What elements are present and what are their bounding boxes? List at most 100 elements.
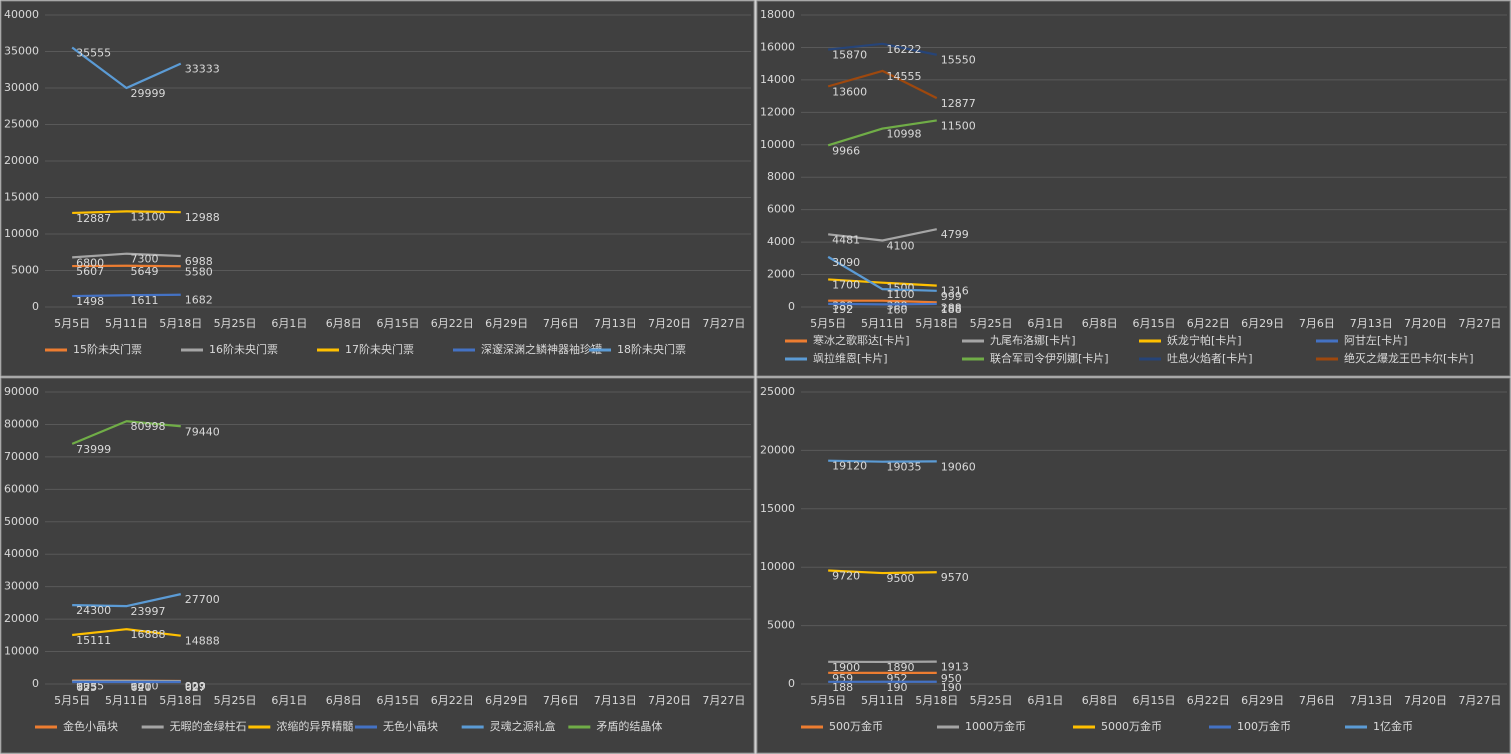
data-label: 620 (130, 681, 151, 694)
data-label: 16222 (886, 43, 921, 56)
legend-label: 矛盾的结晶体 (596, 719, 662, 733)
x-tick-label: 7月6日 (543, 694, 579, 707)
y-tick-label: 12000 (760, 105, 795, 118)
x-tick-label: 6月8日 (1082, 317, 1118, 330)
x-tick-label: 7月27日 (702, 317, 745, 330)
series-line (71, 46, 182, 90)
x-tick-label: 7月20日 (1404, 317, 1447, 330)
y-tick-label: 20000 (760, 443, 795, 456)
panel (756, 0, 1511, 377)
data-label: 11500 (941, 119, 976, 132)
y-tick-label: 70000 (4, 450, 39, 463)
series-line (827, 69, 938, 100)
x-tick-label: 7月13日 (1350, 694, 1393, 707)
data-label: 1498 (76, 295, 104, 308)
y-tick-label: 10000 (760, 560, 795, 573)
data-label: 4100 (886, 239, 914, 252)
series-line (72, 628, 181, 637)
x-tick-label: 5月25日 (970, 317, 1013, 330)
data-label: 27700 (185, 593, 220, 606)
data-label: 10998 (886, 128, 921, 141)
data-label: 24300 (76, 604, 111, 617)
legend-label: 1000万金币 (965, 719, 1026, 733)
x-tick-label: 7月27日 (702, 694, 745, 707)
y-tick-label: 40000 (4, 8, 39, 21)
legend-label: 金色小晶块 (63, 719, 118, 733)
data-label: 15870 (832, 49, 867, 62)
data-label: 935 (76, 680, 97, 693)
x-tick-label: 6月29日 (485, 317, 528, 330)
data-label: 33333 (185, 63, 220, 76)
data-label: 188 (832, 681, 853, 694)
data-label: 160 (886, 303, 907, 316)
x-tick-label: 5月5日 (810, 694, 846, 707)
data-label: 909 (185, 680, 206, 693)
data-label: 950 (941, 672, 962, 685)
y-tick-label: 0 (32, 300, 39, 313)
x-tick-label: 6月1日 (271, 694, 307, 707)
x-tick-label: 6月8日 (1082, 694, 1118, 707)
panel (0, 377, 755, 754)
x-tick-label: 6月22日 (1187, 317, 1230, 330)
data-label: 5649 (130, 265, 158, 278)
data-label: 929 (185, 680, 206, 693)
x-tick-label: 6月22日 (1187, 694, 1230, 707)
x-tick-label: 6月15日 (1133, 317, 1176, 330)
x-tick-label: 6月29日 (485, 694, 528, 707)
legend-label: 15阶未央门票 (73, 342, 142, 356)
data-label: 12887 (76, 212, 111, 225)
y-tick-label: 2000 (767, 268, 795, 281)
data-label: 190 (886, 681, 907, 694)
data-label: 9570 (941, 571, 969, 584)
x-tick-label: 5月18日 (915, 694, 958, 707)
x-tick-label: 7月6日 (543, 317, 579, 330)
series-line (72, 293, 181, 298)
data-label: 6988 (185, 255, 213, 268)
data-label: 1890 (886, 661, 914, 674)
legend-label: 联合军司令伊列娜[卡片] (990, 351, 1109, 365)
data-label: 14555 (886, 70, 921, 83)
x-tick-label: 7月20日 (648, 317, 691, 330)
y-tick-label: 50000 (4, 515, 39, 528)
data-label: 9500 (886, 572, 914, 585)
y-tick-label: 25000 (4, 118, 39, 131)
x-tick-label: 6月22日 (431, 317, 474, 330)
data-label: 1611 (130, 294, 158, 307)
y-tick-label: 4000 (767, 235, 795, 248)
legend-label: 5000万金币 (1101, 719, 1162, 733)
data-label: 12877 (941, 97, 976, 110)
data-label: 16888 (130, 628, 165, 641)
series-line (72, 593, 182, 608)
data-label: 14888 (185, 635, 220, 648)
x-tick-label: 5月25日 (970, 694, 1013, 707)
data-label: 9966 (832, 144, 860, 157)
x-tick-label: 6月1日 (1027, 317, 1063, 330)
data-label: 13600 (832, 85, 867, 98)
series-line (827, 255, 937, 292)
y-tick-label: 20000 (4, 612, 39, 625)
data-label: 192 (832, 303, 853, 316)
x-tick-label: 5月5日 (54, 694, 90, 707)
y-tick-label: 0 (788, 677, 795, 690)
legend-label: 100万金币 (1237, 719, 1291, 733)
data-label: 19060 (941, 460, 976, 473)
data-label: 999 (941, 290, 962, 303)
y-tick-label: 15000 (760, 502, 795, 515)
x-tick-label: 5月18日 (159, 317, 202, 330)
x-tick-label: 5月18日 (915, 317, 958, 330)
data-label: 15550 (941, 54, 976, 67)
series-line (828, 42, 937, 56)
y-tick-label: 8000 (767, 170, 795, 183)
y-tick-label: 20000 (4, 154, 39, 167)
x-tick-label: 7月20日 (1404, 694, 1447, 707)
x-tick-label: 6月8日 (326, 317, 362, 330)
data-label: 625 (76, 681, 97, 694)
data-label: 80998 (130, 420, 165, 433)
y-tick-label: 30000 (4, 580, 39, 593)
series-line (828, 302, 937, 306)
legend-label: 寒冰之歌耶达[卡片] (813, 333, 910, 347)
y-tick-label: 5000 (11, 264, 39, 277)
series-line (828, 299, 937, 304)
x-tick-label: 5月18日 (159, 694, 202, 707)
